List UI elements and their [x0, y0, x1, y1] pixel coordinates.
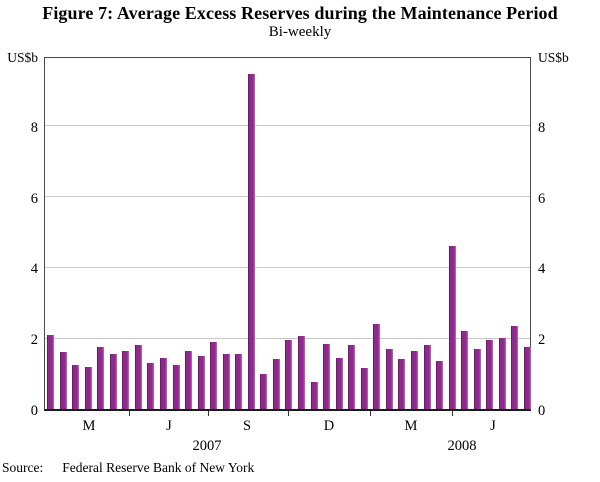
bar-35	[473, 348, 481, 409]
bar-33	[448, 246, 456, 409]
figure-subtitle: Bi-weekly	[268, 24, 332, 40]
bar-36	[486, 339, 494, 409]
source-text: Federal Reserve Bank of New York	[62, 460, 255, 475]
bar-10	[159, 357, 167, 409]
bar-23	[323, 343, 331, 409]
bar-14	[210, 341, 218, 409]
y-tick-label-left-8: 8	[30, 119, 38, 136]
bar-17	[247, 74, 255, 409]
source-line: Source: Federal Reserve Bank of New York	[2, 460, 254, 476]
x-axis-tick-1	[129, 411, 130, 416]
bar-39	[523, 347, 531, 409]
bar-13	[197, 355, 205, 409]
gridline-8	[45, 125, 530, 127]
bar-12	[185, 350, 193, 409]
bar-11	[172, 364, 180, 409]
bar-22	[310, 382, 318, 409]
bar-18	[260, 373, 268, 409]
y-axis-unit-label-right: US$b	[538, 50, 569, 65]
bar-37	[498, 338, 506, 409]
y-tick-label-left-6: 6	[30, 190, 38, 207]
bar-19	[272, 359, 280, 409]
bar-24	[335, 357, 343, 409]
bar-5	[97, 347, 105, 409]
bar-29	[398, 359, 406, 409]
bar-28	[385, 348, 393, 409]
y-tick-label-left-0: 0	[30, 403, 38, 419]
bar-34	[461, 331, 469, 409]
x-axis-tick-4	[370, 411, 371, 416]
bar-32	[436, 361, 444, 409]
bar-3	[72, 364, 80, 409]
bar-8	[134, 345, 142, 409]
figure-title: Figure 7: Average Excess Reserves during…	[42, 3, 558, 23]
bar-15	[222, 354, 230, 409]
x-axis-month-label-3-S: S	[242, 418, 252, 434]
x-axis-month-label-1-M: M	[82, 418, 96, 434]
y-tick-label-right-6: 6	[538, 190, 546, 207]
y-tick-label-left-2: 2	[30, 332, 38, 349]
bar-21	[298, 336, 305, 409]
bar-7	[122, 350, 130, 409]
plot-area	[44, 57, 531, 411]
y-tick-label-right-4: 4	[538, 261, 546, 278]
x-axis-tick-3	[288, 411, 289, 416]
y-tick-label-right-8: 8	[538, 119, 546, 136]
x-axis-month-label-2-J: J	[166, 418, 172, 434]
x-axis-tick-2	[208, 411, 209, 416]
bar-27	[373, 324, 381, 409]
bar-1	[47, 334, 54, 409]
x-axis-month-label-6-J: J	[490, 418, 496, 434]
y-axis-unit-label-left: US$b	[7, 50, 38, 65]
x-axis-tick-5	[452, 411, 453, 416]
gridline-6	[45, 196, 530, 198]
bar-26	[360, 368, 368, 409]
bar-31	[423, 345, 431, 409]
y-tick-label-left-4: 4	[30, 261, 38, 278]
x-axis-year-label-2007: 2007	[192, 438, 222, 454]
bar-38	[511, 325, 519, 409]
x-axis-month-label-4-D: D	[323, 418, 335, 434]
x-axis-month-label-5-M: M	[404, 418, 418, 434]
y-tick-label-right-0: 0	[538, 403, 546, 419]
bar-2	[59, 352, 67, 409]
source-label: Source:	[2, 460, 44, 475]
gridline-4	[45, 266, 530, 268]
bar-9	[147, 362, 155, 409]
gridline-2	[45, 337, 530, 339]
bar-25	[348, 345, 356, 409]
bar-6	[109, 354, 117, 409]
bar-16	[235, 354, 243, 409]
x-axis-year-label-2008: 2008	[447, 438, 477, 454]
bar-30	[410, 350, 418, 409]
y-tick-label-right-2: 2	[538, 332, 546, 349]
bar-4	[84, 366, 92, 409]
bar-20	[285, 339, 293, 409]
